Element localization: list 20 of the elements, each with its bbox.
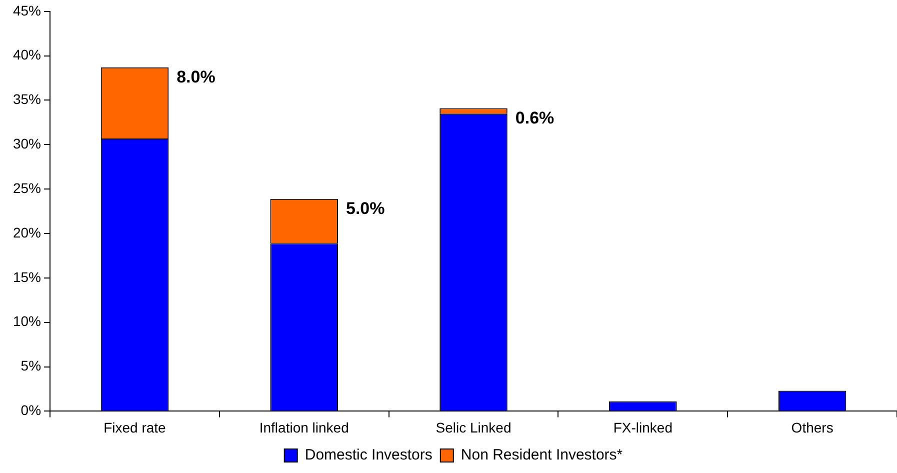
annotation: 5.0% — [346, 199, 385, 218]
legend-label: Non Resident Investors* — [460, 446, 623, 464]
x-tick-label: FX-linked — [613, 419, 672, 436]
legend-label: Domestic Investors — [304, 446, 432, 464]
y-tick-label: 10% — [12, 313, 42, 330]
y-tick-label: 25% — [12, 180, 42, 196]
x-tick-label: Fixed rate — [104, 419, 166, 436]
annotation: 0.6% — [515, 108, 554, 128]
y-tick-label: 35% — [12, 91, 42, 108]
y-tick-label: 0% — [20, 402, 42, 418]
y-tick-label: 40% — [12, 46, 42, 63]
y-tick-label: 5% — [20, 358, 42, 374]
y-tick-label: 30% — [12, 136, 42, 152]
x-tick-label: Selic Linked — [436, 419, 512, 436]
y-tick-label: 15% — [12, 268, 42, 285]
x-tick-label: Others — [791, 419, 834, 436]
y-tick-label: 45% — [12, 2, 42, 18]
y-tick-label: 20% — [12, 224, 42, 240]
annotation: 8.0% — [176, 68, 216, 87]
x-tick-label: Inflation linked — [259, 419, 349, 436]
